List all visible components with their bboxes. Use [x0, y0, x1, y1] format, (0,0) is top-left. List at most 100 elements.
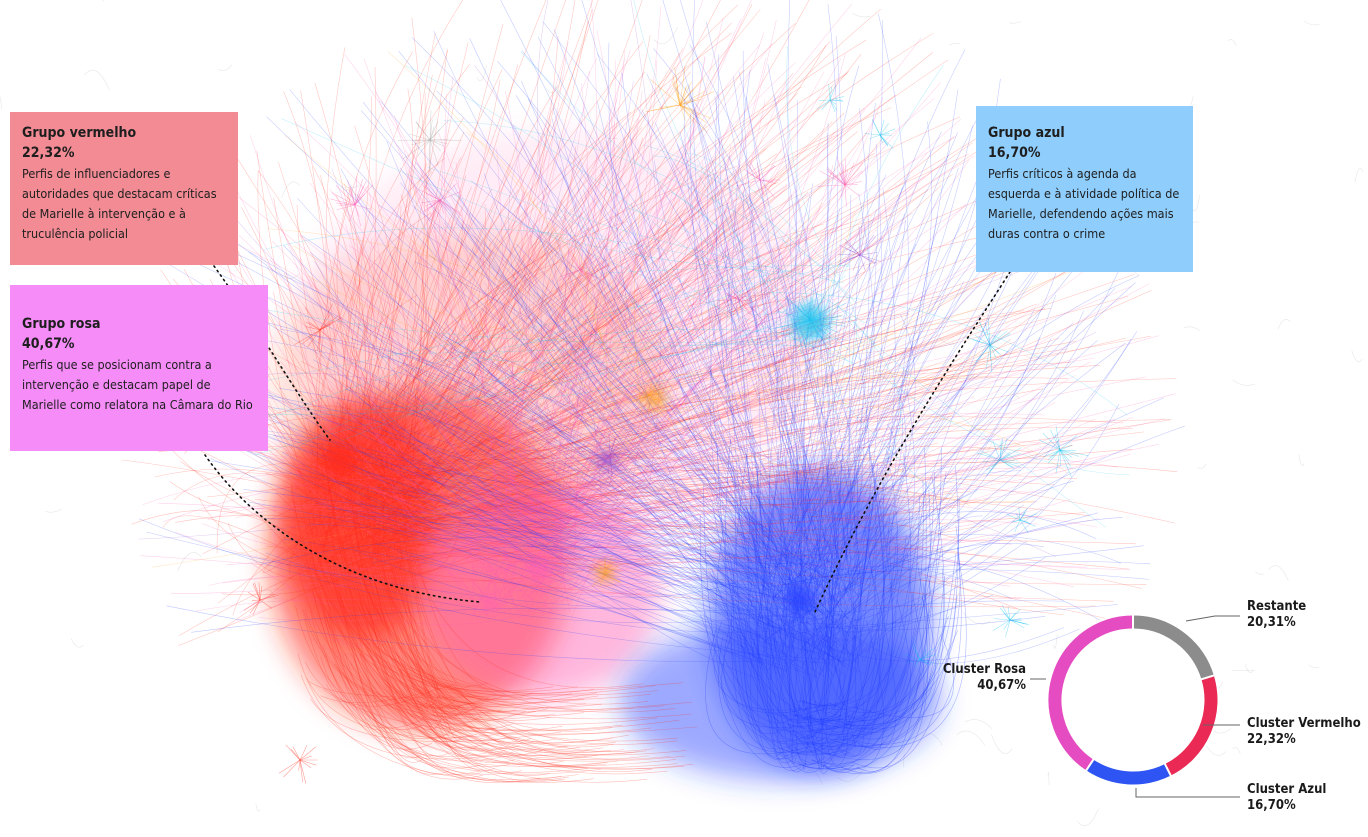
network-edge — [326, 449, 1132, 536]
network-edge — [434, 532, 517, 536]
network-edge — [348, 212, 583, 542]
network-edge — [519, 453, 1132, 511]
network-edge — [357, 223, 756, 557]
network-edge — [310, 584, 478, 739]
network-edge — [371, 311, 488, 502]
fan-edge — [354, 193, 366, 206]
network-edge — [450, 195, 840, 603]
network-edge — [221, 514, 390, 596]
fan-edge — [977, 452, 1001, 461]
fan-edge — [579, 250, 584, 271]
network-edge — [370, 525, 985, 565]
fan-edge — [992, 441, 1001, 461]
network-edge — [515, 95, 822, 660]
network-edge — [554, 418, 1116, 527]
network-edge — [756, 439, 872, 676]
fan-edge — [1059, 449, 1070, 461]
network-edge — [597, 101, 835, 679]
network-edge — [404, 185, 788, 494]
fan-edge — [439, 199, 452, 212]
network-edge — [322, 645, 602, 775]
network-edge — [362, 419, 1172, 516]
network-edge — [438, 454, 528, 520]
network-edge — [320, 175, 363, 526]
network-edge — [368, 462, 1064, 616]
network-edge — [856, 131, 942, 663]
network-edge — [413, 381, 548, 519]
fan-edge — [839, 173, 846, 186]
network-edge — [395, 41, 831, 577]
fan-edge — [571, 250, 581, 271]
network-edge — [283, 538, 766, 666]
network-edge — [496, 148, 507, 599]
network-edge — [452, 399, 494, 548]
network-edge — [267, 267, 358, 479]
network-edge — [334, 487, 422, 763]
network-edge — [766, 331, 1138, 625]
network-edge — [520, 51, 865, 323]
network-edge — [325, 684, 425, 729]
network-edge — [807, 273, 1057, 614]
fan-edge — [578, 255, 581, 271]
fan-edge — [259, 594, 279, 601]
network-edge — [233, 313, 837, 587]
network-edge — [760, 616, 805, 773]
fan-edge — [879, 119, 885, 136]
network-edge — [443, 321, 767, 625]
network-edge — [340, 489, 464, 743]
network-edge — [818, 480, 1074, 676]
network-edge — [863, 246, 1013, 662]
network-edge — [511, 49, 631, 605]
network-edge — [549, 466, 858, 516]
donut-label-connector — [1185, 615, 1240, 622]
network-edge — [321, 211, 764, 537]
fan-edge — [306, 326, 321, 331]
fan-edge — [919, 659, 929, 665]
fan-edge — [1059, 444, 1073, 451]
network-edge — [387, 0, 721, 531]
fan-edge — [1009, 618, 1022, 621]
background-edge — [1255, 571, 1265, 575]
network-edge — [829, 463, 893, 718]
network-edge — [317, 71, 691, 548]
network-edge — [537, 0, 619, 502]
network-edge — [249, 135, 500, 614]
network-edge — [372, 520, 491, 704]
fan-edge — [579, 266, 591, 271]
network-edge — [202, 476, 369, 555]
fan-edge — [354, 186, 364, 206]
network-edge — [483, 282, 562, 494]
network-edge — [534, 0, 597, 538]
fan-edge — [859, 254, 877, 264]
network-edge — [373, 199, 562, 556]
network-edge — [380, 510, 462, 717]
network-edge — [837, 482, 928, 742]
callout-percent: 16,70% — [988, 145, 1041, 161]
network-edge — [367, 228, 834, 507]
network-edge — [820, 477, 945, 729]
network-edge — [556, 83, 590, 543]
network-edge — [335, 175, 467, 561]
network-edge — [699, 212, 855, 411]
network-edge — [551, 279, 776, 646]
fan-edge — [674, 67, 681, 106]
hub-node — [324, 444, 356, 476]
network-edge — [354, 523, 449, 757]
fan-edge — [872, 120, 881, 136]
network-edge — [605, 351, 991, 404]
fan-edge — [679, 104, 696, 124]
fan-edge — [429, 139, 441, 151]
network-edge — [828, 466, 959, 747]
network-edge — [365, 307, 986, 474]
background-edge — [1303, 20, 1320, 26]
network-edge — [312, 194, 793, 468]
network-edge — [320, 683, 457, 703]
network-edge — [264, 596, 471, 612]
network-edge — [331, 9, 761, 477]
fan-edge — [319, 317, 342, 331]
network-edge — [398, 363, 994, 479]
network-edge — [520, 499, 1071, 557]
network-edge — [773, 614, 1065, 662]
callout-leader-line — [814, 271, 1011, 613]
network-edge — [821, 187, 903, 633]
